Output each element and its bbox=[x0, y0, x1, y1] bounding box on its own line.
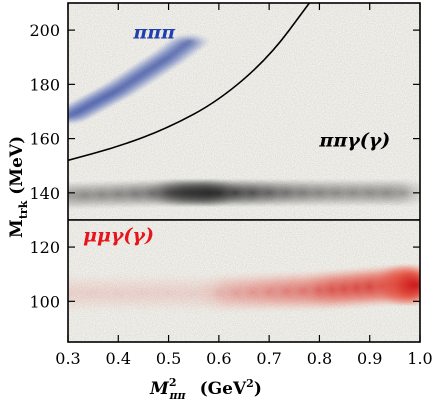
x-axis-title-sub: ππ bbox=[168, 389, 186, 402]
y-axis-title: Mtrk (MeV) bbox=[7, 136, 30, 238]
x-axis-title-unit: (GeV bbox=[200, 379, 247, 399]
x-tick-label: 1.0 bbox=[407, 349, 432, 368]
density-bands bbox=[68, 32, 420, 316]
y-axis-title-main: M bbox=[7, 219, 27, 238]
plot-lines bbox=[68, 3, 420, 221]
y-tick-label: 140 bbox=[29, 184, 60, 203]
y-tick-label: 120 bbox=[29, 238, 60, 257]
y-tick-label: 180 bbox=[29, 75, 60, 94]
series-3 bbox=[68, 263, 420, 316]
series-1 bbox=[68, 32, 212, 126]
annotation-3: μμγ(γ) bbox=[83, 225, 154, 247]
y-tick-label: 100 bbox=[29, 292, 60, 311]
plot-annotations: πππ ππγ(γ) μμγ(γ) bbox=[83, 21, 390, 246]
y-axis-title-sub: trk bbox=[17, 200, 30, 219]
y-axis-title-unit: (MeV) bbox=[7, 136, 27, 201]
x-tick-label: 0.3 bbox=[55, 349, 80, 368]
axis-ticks: 0.3 0.4 0.5 0.6 0.7 0.8 0.9 1.0 100 120 140 160 180 2… bbox=[29, 3, 433, 368]
density-blob bbox=[389, 263, 420, 308]
x-tick-label: 0.5 bbox=[156, 349, 181, 368]
cut-curve bbox=[68, 3, 311, 162]
plot-frame bbox=[67, 2, 421, 343]
x-tick-label: 0.4 bbox=[106, 349, 131, 368]
x-axis-title-main: M bbox=[149, 379, 170, 399]
x-tick-label: 0.9 bbox=[357, 349, 382, 368]
density-blob bbox=[375, 177, 420, 208]
y-tick-label: 200 bbox=[29, 21, 60, 40]
x-tick-label: 0.8 bbox=[307, 349, 332, 368]
x-tick-label: 0.6 bbox=[206, 349, 231, 368]
annotation-1: πππ bbox=[132, 21, 176, 43]
density-blob bbox=[167, 32, 212, 51]
annotation-2: ππγ(γ) bbox=[318, 130, 390, 152]
x-axis-title-unit-close: ) bbox=[254, 379, 262, 399]
x-tick-label: 0.7 bbox=[256, 349, 281, 368]
x-axis-title-sup: 2 bbox=[169, 376, 177, 389]
series-2 bbox=[68, 177, 420, 211]
x-axis-title: M2 ππ (GeV2) bbox=[149, 376, 262, 402]
y-tick-label: 160 bbox=[29, 130, 60, 149]
x-axis-title-unit-sup: 2 bbox=[246, 377, 254, 390]
